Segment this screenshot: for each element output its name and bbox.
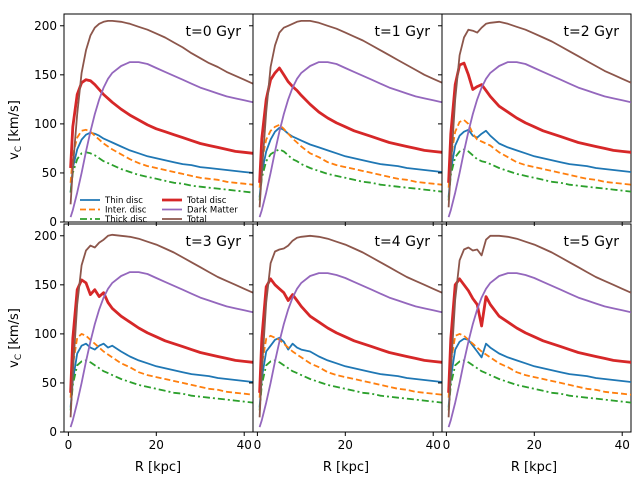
series-total	[447, 234, 631, 418]
series-inter-disc	[447, 119, 631, 188]
y-tick-label: 100	[34, 327, 57, 341]
series-inter-disc	[69, 128, 253, 186]
y-tick-label: 100	[34, 117, 57, 131]
panel-frame	[441, 13, 632, 223]
series-thick-disc	[69, 151, 253, 194]
series-total-disc	[69, 278, 253, 393]
panel-title: t=0 Gyr	[186, 24, 242, 40]
legend-item: Thin disc	[80, 196, 143, 206]
panel-5: t=4 Gyr 0 20 40	[249, 223, 443, 452]
series-total	[258, 234, 442, 418]
x-tick-label: 0	[254, 438, 262, 452]
panel-frame	[63, 13, 254, 223]
legend-label: Thin disc	[104, 196, 143, 206]
y-tick-label: 50	[42, 166, 57, 180]
panel-frame	[252, 223, 443, 433]
series-total	[258, 19, 442, 208]
legend-item: Inter. disc	[80, 206, 147, 216]
x-tick-label: 0	[65, 438, 73, 452]
panel-frame	[441, 223, 632, 433]
series-total-disc	[447, 277, 631, 393]
legend-label: Total disc	[186, 196, 227, 206]
series-dark-matter	[447, 61, 631, 218]
legend-item: Total disc	[162, 196, 227, 206]
series-dark-matter	[69, 271, 253, 428]
panel-frame	[252, 13, 443, 223]
x-tick-label: 40	[237, 438, 252, 452]
x-axis-label-col1: R [kpc]	[135, 460, 181, 475]
series-thick-disc	[258, 148, 442, 201]
panel-title: t=1 Gyr	[375, 24, 431, 40]
legend-label: Thick disc	[104, 215, 147, 225]
legend-item: Thick disc	[80, 215, 147, 225]
legend-item: Dark Matter	[162, 206, 238, 216]
y-tick-label: 0	[49, 425, 57, 439]
panel-2: t=1 Gyr	[249, 13, 443, 226]
series-dark-matter	[69, 61, 253, 218]
panel-3: t=2 Gyr	[438, 13, 632, 226]
x-tick-label: 40	[426, 438, 441, 452]
series-inter-disc	[258, 124, 442, 188]
y-tick-label: 150	[34, 68, 57, 82]
series-total-disc	[258, 66, 442, 183]
y-tick-label: 200	[34, 229, 57, 243]
y-tick-label: 50	[42, 376, 57, 390]
series-inter-disc	[447, 332, 631, 398]
series-thick-disc	[258, 359, 442, 411]
series-dark-matter	[258, 61, 442, 218]
panel-4: t=3 Gyr 0 20 40 0 50 100 150 200	[34, 223, 254, 452]
panel-title: t=5 Gyr	[564, 234, 620, 250]
series-thick-disc	[69, 359, 253, 411]
x-tick-label: 20	[527, 438, 542, 452]
series-total	[69, 19, 253, 205]
series-thin-disc	[69, 131, 253, 193]
panel-1: t=0 Gyr 0 50 100 150 200	[34, 13, 254, 229]
series-total-disc	[69, 78, 253, 169]
x-tick-label: 40	[615, 438, 630, 452]
y-tick-label: 200	[34, 19, 57, 33]
y-axis-label-bottom: vC [km/s]	[7, 308, 24, 368]
x-axis-label-col2: R [kpc]	[323, 460, 369, 475]
series-inter-disc	[69, 332, 253, 398]
series-thin-disc	[447, 337, 631, 408]
legend-label: Dark Matter	[187, 206, 238, 216]
series-dark-matter	[447, 272, 631, 428]
panel-title: t=2 Gyr	[564, 24, 620, 40]
series-total	[69, 233, 253, 418]
series-dark-matter	[258, 272, 442, 428]
legend-label: Total	[186, 215, 207, 225]
series-thin-disc	[258, 336, 442, 408]
series-thin-disc	[69, 342, 253, 408]
panel-6: t=5 Gyr 0 20 40	[438, 223, 632, 452]
y-tick-label: 0	[49, 215, 57, 229]
y-tick-label: 150	[34, 278, 57, 292]
series-thin-disc	[258, 126, 442, 198]
panel-title: t=4 Gyr	[375, 234, 431, 250]
legend-item: Total	[162, 215, 207, 225]
panel-frame	[63, 223, 254, 433]
series-total	[447, 20, 631, 208]
x-tick-label: 20	[149, 438, 164, 452]
x-tick-label: 20	[338, 438, 353, 452]
x-axis-label-col3: R [kpc]	[511, 460, 557, 475]
x-tick-label: 0	[443, 438, 451, 452]
series-total-disc	[258, 277, 442, 393]
series-inter-disc	[258, 334, 442, 398]
y-axis-label-top: vC [km/s]	[7, 100, 24, 160]
series-thin-disc	[447, 128, 631, 198]
series-thick-disc	[447, 359, 631, 411]
legend-label: Inter. disc	[105, 206, 147, 216]
series-total-disc	[447, 61, 631, 183]
panel-title: t=3 Gyr	[186, 234, 242, 250]
